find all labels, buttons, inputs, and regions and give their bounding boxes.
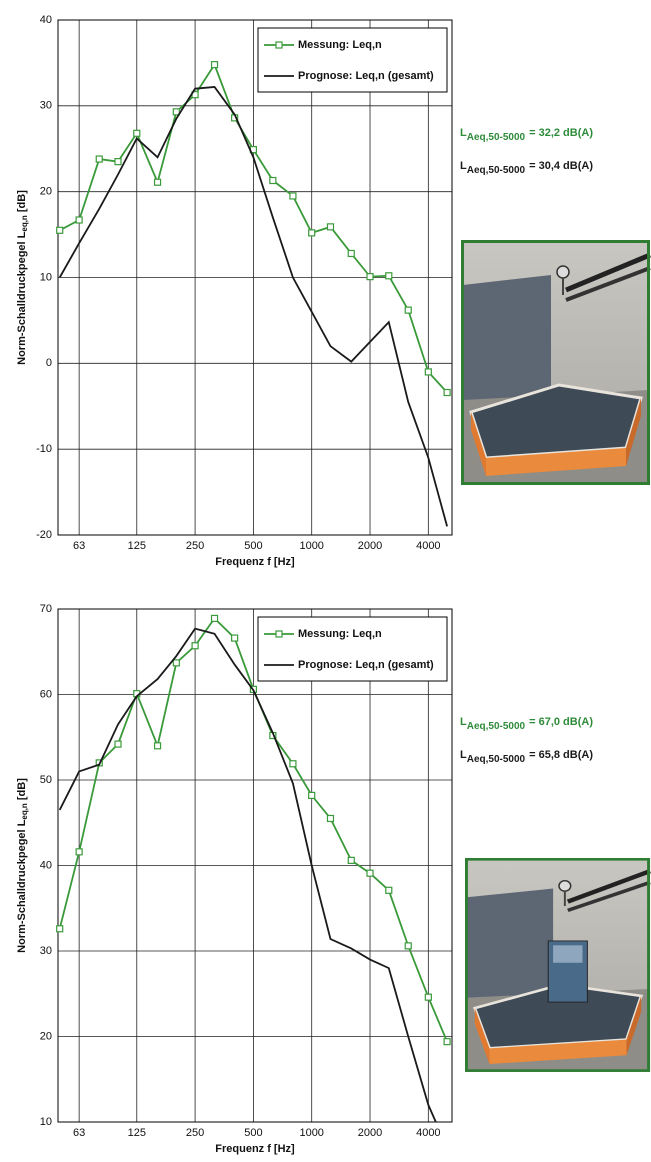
marker [115,159,121,165]
marker [425,994,431,1000]
marker [425,369,431,375]
y-axis-label-suffix: [dB] [16,778,28,803]
x-tick-label: 1000 [299,1127,323,1139]
x-tick-label: 63 [73,540,85,552]
marker [327,815,333,821]
y-tick-label: 0 [46,357,52,369]
y-tick-label: -10 [36,443,52,455]
marker [76,217,82,223]
marker [155,179,161,185]
x-tick-label: 125 [128,540,146,552]
marker [57,227,63,233]
y-axis-label: Norm-Schalldruckpegel Leq,n [dB] [16,778,29,953]
legend-label: Prognose: Leq,n (gesamt) [298,70,434,82]
y-tick-label: 20 [40,1030,52,1042]
y-tick-label: 70 [40,603,52,615]
x-tick-label: 500 [244,540,262,552]
annotation-subscript: Aeq,50-5000 [467,754,526,765]
x-tick-label: 1000 [299,540,323,552]
y-tick-label: 10 [40,1116,52,1128]
marker [212,62,218,68]
y-tick-label: 30 [40,945,52,957]
x-tick-label: 63 [73,1127,85,1139]
x-tick-label: 2000 [358,1127,382,1139]
annotation: LAeq,50-5000= 30,4 dB(A) [460,160,593,176]
marker [134,130,140,136]
y-tick-label: 20 [40,186,52,198]
marker [290,193,296,199]
marker [386,887,392,893]
marker [155,743,161,749]
marker [327,224,333,230]
legend-label: Messung: Leq,n [298,39,382,51]
annotation-text: = 67,0 dB(A) [529,716,593,728]
x-axis-label: Frequenz f [Hz] [215,1143,295,1155]
marker [367,870,373,876]
x-tick-label: 250 [186,540,204,552]
y-axis-label-subscript: eq,n [20,215,29,232]
marker [173,660,179,666]
legend-label: Messung: Leq,n [298,628,382,640]
marker [309,230,315,236]
annotation-subscript: Aeq,50-5000 [467,721,526,732]
y-axis-label-subscript: eq,n [20,803,29,820]
marker [192,643,198,649]
x-tick-label: 4000 [416,1127,440,1139]
marker [444,1039,450,1045]
y-tick-label: 10 [40,271,52,283]
annotation-text: = 30,4 dB(A) [529,160,593,172]
photo [461,240,650,485]
y-axis-label-text: Norm-Schalldruckpegel L [16,231,28,365]
x-tick-label: 250 [186,1127,204,1139]
x-axis-label: Frequenz f [Hz] [215,556,295,568]
y-tick-label: 30 [40,100,52,112]
marker [405,307,411,313]
y-tick-label: 40 [40,14,52,26]
marker [115,741,121,747]
y-tick-label: 60 [40,688,52,700]
y-tick-label: 40 [40,859,52,871]
marker [96,156,102,162]
marker [212,615,218,621]
marker [405,943,411,949]
marker [348,250,354,256]
marker [270,178,276,184]
y-tick-label: -20 [36,529,52,541]
y-axis-label-suffix: [dB] [16,190,28,215]
photo [465,858,650,1072]
marker [290,761,296,767]
annotation-text: = 32,2 dB(A) [529,127,593,139]
annotation-subscript: Aeq,50-5000 [467,132,526,143]
y-axis-label-text: Norm-Schalldruckpegel L [16,819,28,953]
annotation-text: = 65,8 dB(A) [529,749,593,761]
page: -20 -10 0 10 20 30 40 63 125 250 500 1000 2000 4000 Fr… [0,0,651,1162]
marker [232,635,238,641]
x-tick-label: 2000 [358,540,382,552]
marker [57,926,63,932]
annotation-subscript: Aeq,50-5000 [467,165,526,176]
legend-box [258,28,447,92]
y-axis-label: Norm-Schalldruckpegel Leq,n [dB] [16,190,29,365]
marker [348,857,354,863]
legend-label: Prognose: Leq,n (gesamt) [298,659,434,671]
x-tick-label: 125 [128,1127,146,1139]
annotation: LAeq,50-5000= 65,8 dB(A) [460,749,593,765]
marker [386,273,392,279]
annotation: LAeq,50-5000= 32,2 dB(A) [460,127,593,143]
legend-box [258,617,447,681]
legend-marker [276,631,282,637]
x-tick-label: 500 [244,1127,262,1139]
marker [444,390,450,396]
marker [309,792,315,798]
marker [367,274,373,280]
annotation: LAeq,50-5000= 67,0 dB(A) [460,716,593,732]
x-tick-label: 4000 [416,540,440,552]
marker [76,849,82,855]
legend-marker [276,42,282,48]
y-tick-label: 50 [40,774,52,786]
